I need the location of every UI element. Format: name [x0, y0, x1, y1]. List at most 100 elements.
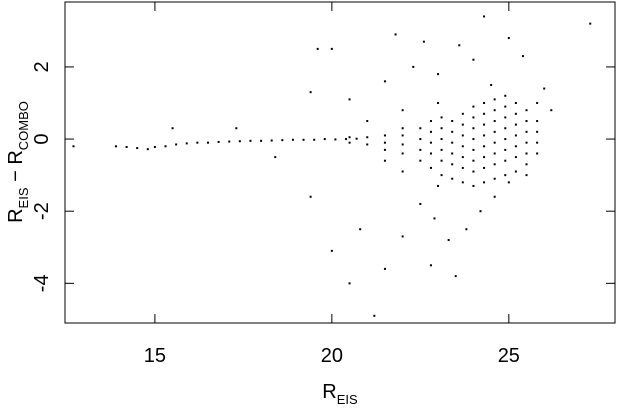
point [493, 177, 496, 180]
point [419, 127, 422, 130]
point [504, 174, 507, 177]
point [493, 130, 496, 133]
point [394, 33, 397, 36]
point [419, 138, 422, 141]
point [383, 134, 386, 137]
point [525, 141, 528, 144]
point [429, 264, 432, 267]
point [419, 159, 422, 162]
point [309, 195, 312, 198]
point [472, 105, 475, 108]
point [401, 152, 404, 155]
point [472, 170, 475, 173]
point [235, 127, 238, 130]
point [281, 139, 284, 142]
y-axis-label: REIS − RCOMBO [5, 101, 31, 223]
y-tick-label: 0 [31, 133, 53, 144]
point [461, 166, 464, 169]
point [472, 148, 475, 151]
point [479, 210, 482, 213]
point [483, 166, 486, 169]
point [217, 140, 220, 143]
point [514, 145, 517, 148]
point [543, 87, 546, 90]
point [185, 142, 188, 145]
point [461, 156, 464, 159]
point [412, 65, 415, 68]
point [483, 123, 486, 126]
point [348, 136, 351, 139]
point [536, 141, 539, 144]
point [550, 109, 553, 112]
point [348, 282, 351, 285]
point [483, 112, 486, 115]
point [419, 202, 422, 205]
point [72, 145, 75, 148]
point [348, 98, 351, 101]
point [514, 170, 517, 173]
point [525, 130, 528, 133]
point [525, 109, 528, 112]
point [493, 98, 496, 101]
point [440, 148, 443, 151]
point [366, 143, 369, 146]
point [472, 127, 475, 130]
point [291, 138, 294, 141]
point [493, 141, 496, 144]
point [504, 138, 507, 141]
point [196, 141, 199, 144]
point [483, 15, 486, 18]
point [401, 127, 404, 130]
point [383, 80, 386, 83]
point [136, 147, 139, 150]
point [461, 134, 464, 137]
point [525, 174, 528, 177]
point [461, 145, 464, 148]
point [451, 163, 454, 166]
point [440, 174, 443, 177]
point [228, 140, 231, 143]
point [504, 94, 507, 97]
point [330, 249, 333, 252]
point [373, 314, 376, 317]
point [419, 148, 422, 151]
point [507, 37, 510, 40]
point [383, 148, 386, 151]
point [366, 120, 369, 123]
point [146, 148, 149, 151]
plot-frame [64, 1, 616, 324]
point [525, 152, 528, 155]
point [429, 120, 432, 123]
point [536, 120, 539, 123]
point [514, 134, 517, 137]
point [490, 83, 493, 86]
point [302, 138, 305, 141]
point [316, 47, 319, 50]
point [472, 184, 475, 187]
x-tick-label: 15 [144, 345, 166, 367]
point [514, 101, 517, 104]
y-tick-label: -4 [31, 274, 53, 292]
point [504, 127, 507, 130]
point [348, 141, 351, 144]
point [359, 228, 362, 231]
point [323, 138, 326, 141]
point [525, 163, 528, 166]
point [536, 152, 539, 155]
point [536, 130, 539, 133]
point [260, 139, 263, 142]
point [125, 145, 128, 148]
point [514, 123, 517, 126]
point [401, 235, 404, 238]
point [472, 58, 475, 61]
x-tick-label: 25 [498, 345, 520, 367]
point [525, 120, 528, 123]
point [493, 120, 496, 123]
point [274, 156, 277, 159]
point [451, 152, 454, 155]
point [504, 105, 507, 108]
point [589, 22, 592, 25]
point [401, 134, 404, 137]
point [507, 181, 510, 184]
point [483, 145, 486, 148]
